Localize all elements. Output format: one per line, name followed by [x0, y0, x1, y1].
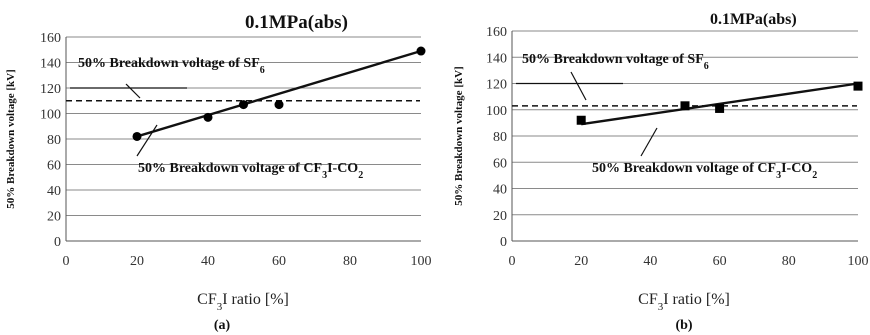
y-axis-label: 50% Breakdown voltage [kV]	[5, 69, 17, 208]
data-point	[576, 115, 586, 125]
x-tick-label: 100	[411, 254, 432, 269]
x-tick-label: 80	[782, 254, 796, 269]
annotation-sf6: 50% Breakdown voltage of SF6	[522, 52, 709, 72]
y-tick-label: 20	[493, 209, 507, 224]
data-point	[680, 101, 690, 111]
annotation-pointer	[640, 127, 658, 157]
x-tick-label: 20	[130, 254, 144, 269]
data-point	[274, 100, 284, 110]
panel-label: (b)	[675, 318, 692, 333]
data-point	[239, 100, 248, 110]
y-tick-label: 60	[493, 156, 507, 171]
y-tick-label: 160	[40, 31, 61, 46]
x-axis-label: CF3I ratio [%]	[197, 291, 289, 313]
fit-line	[581, 82, 859, 126]
chart-panel-b: 0 20 40 60 80 100 120 140 160 0 20 40 60 80 100 50% Bre…	[453, 11, 869, 333]
x-tick-label: 80	[343, 254, 357, 269]
data-point	[132, 131, 142, 141]
y-tick-label: 60	[47, 159, 61, 174]
chart-title: 0.1MPa(abs)	[245, 12, 348, 33]
annotation-cf3i-co2: 50% Breakdown voltage of CF3I-CO2	[138, 161, 363, 181]
y-tick-label: 0	[500, 235, 507, 250]
y-tick-label: 20	[47, 210, 61, 225]
y-tick-label: 160	[486, 25, 507, 40]
data-point	[416, 46, 426, 56]
y-axis-label: 50% Breakdown voltage [kV]	[453, 66, 465, 205]
annotation-pointer	[125, 83, 141, 99]
x-tick-label: 40	[643, 254, 657, 269]
panel-label: (a)	[214, 318, 231, 333]
y-tick-label: 0	[54, 235, 61, 250]
y-tick-label: 80	[493, 130, 507, 145]
x-tick-label: 0	[63, 254, 70, 269]
x-tick-label: 60	[713, 254, 727, 269]
y-tick-label: 100	[40, 108, 61, 123]
chart-title: 0.1MPa(abs)	[710, 11, 797, 28]
annotation-sf6: 50% Breakdown voltage of SF6	[78, 56, 265, 76]
y-tick-label: 120	[40, 82, 61, 97]
x-tick-label: 20	[574, 254, 588, 269]
y-tick-label: 120	[486, 78, 507, 93]
x-tick-label: 100	[848, 254, 869, 269]
y-tick-label: 140	[40, 57, 61, 72]
data-point	[853, 81, 863, 91]
data-point	[715, 103, 725, 113]
x-tick-label: 60	[272, 254, 286, 269]
y-tick-label: 100	[486, 104, 507, 119]
chart-panel-a: 0 20 40 60 80 100 120 140 160 0 20 40 60 80 100 50% Bre…	[5, 12, 432, 333]
y-tick-label: 40	[493, 183, 507, 198]
y-tick-label: 40	[47, 184, 61, 199]
y-tick-label: 140	[486, 51, 507, 66]
x-tick-label: 40	[201, 254, 215, 269]
annotation-pointer	[570, 71, 587, 101]
fit-line	[136, 49, 422, 138]
x-tick-label: 0	[509, 254, 516, 269]
annotation-pointer	[136, 124, 158, 157]
annotation-cf3i-co2: 50% Breakdown voltage of CF3I-CO2	[592, 161, 817, 181]
data-point	[203, 112, 213, 122]
y-tick-label: 80	[47, 133, 61, 148]
x-axis-label: CF3I ratio [%]	[638, 291, 730, 313]
